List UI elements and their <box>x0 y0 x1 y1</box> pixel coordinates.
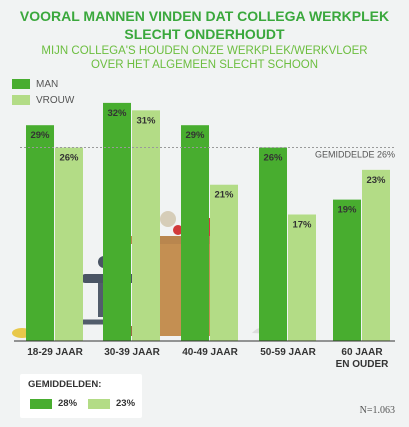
bar-man-1 <box>26 125 54 342</box>
sample-size: N=1.063 <box>359 405 395 416</box>
legend-item-man: MAN <box>12 76 74 92</box>
value-label-vrouw-5: 23% <box>366 175 386 186</box>
legend-label-man: MAN <box>36 78 59 90</box>
chart-subtitle: MIJN COLLEGA'S HOUDEN ONZE WERKPLEK/WERK… <box>0 44 409 72</box>
averages-value-man: 28% <box>58 398 78 409</box>
bar-vrouw-3 <box>210 184 238 341</box>
legend-label-vrouw: VROUW <box>36 94 75 106</box>
subtitle-line-2: OVER HET ALGEMEEN SLECHT SCHOON <box>90 59 319 71</box>
legend-swatch-man <box>12 79 30 89</box>
value-label-vrouw-4: 17% <box>292 220 312 231</box>
value-label-vrouw-1: 26% <box>59 153 79 164</box>
title-line-1: VOORAL MANNEN VINDEN DAT COLLEGA WERKPLE… <box>19 8 390 24</box>
averages-swatch-man <box>30 399 52 409</box>
value-label-man-2: 32% <box>107 108 127 119</box>
bar-man-2 <box>103 102 131 341</box>
tomato-icon <box>173 225 183 235</box>
category-label-2: 30-39 JAAR <box>104 347 160 358</box>
category-label-1: 18-29 JAAR <box>27 347 83 358</box>
value-label-man-3: 29% <box>185 130 205 141</box>
desk-top-icon <box>108 236 230 244</box>
value-label-vrouw-2: 31% <box>136 115 156 126</box>
legend-swatch-vrouw <box>12 95 30 105</box>
category-label-3: 40-49 JAAR <box>182 347 238 358</box>
bar-man-5 <box>333 199 361 341</box>
chart-title: VOORAL MANNEN VINDEN DAT COLLEGA WERKPLE… <box>0 7 409 43</box>
averages-swatch-vrouw <box>88 399 110 409</box>
value-label-man-1: 29% <box>30 130 50 141</box>
food-bag-icon <box>160 211 176 227</box>
bar-man-4 <box>259 147 287 341</box>
bar-man-3 <box>181 125 209 342</box>
bar-vrouw-2 <box>132 110 160 341</box>
bar-vrouw-5 <box>362 169 390 341</box>
category-label-5: 60 JAAR EN OUDER <box>336 347 390 370</box>
value-label-man-4: 26% <box>263 153 283 164</box>
averages-value-vrouw: 23% <box>116 398 136 409</box>
averages-box: GEMIDDELDEN: 28% 23% <box>20 374 142 418</box>
title-line-2: SLECHT ONDERHOUDT <box>124 26 285 42</box>
value-label-vrouw-3: 21% <box>214 190 234 201</box>
bar-vrouw-4 <box>288 214 316 341</box>
chair-post-icon <box>98 283 104 317</box>
average-line-label: GEMIDDELDE 26% <box>315 150 395 160</box>
category-label-4: 50-59 JAAR <box>260 347 316 358</box>
averages-label: GEMIDDELDEN: <box>28 379 102 390</box>
bar-vrouw-1 <box>55 147 83 341</box>
value-label-man-5: 19% <box>337 205 357 216</box>
subtitle-line-1: MIJN COLLEGA'S HOUDEN ONZE WERKPLEK/WERK… <box>41 45 368 57</box>
legend: MAN VROUW <box>12 76 74 108</box>
legend-item-vrouw: VROUW <box>12 92 74 108</box>
